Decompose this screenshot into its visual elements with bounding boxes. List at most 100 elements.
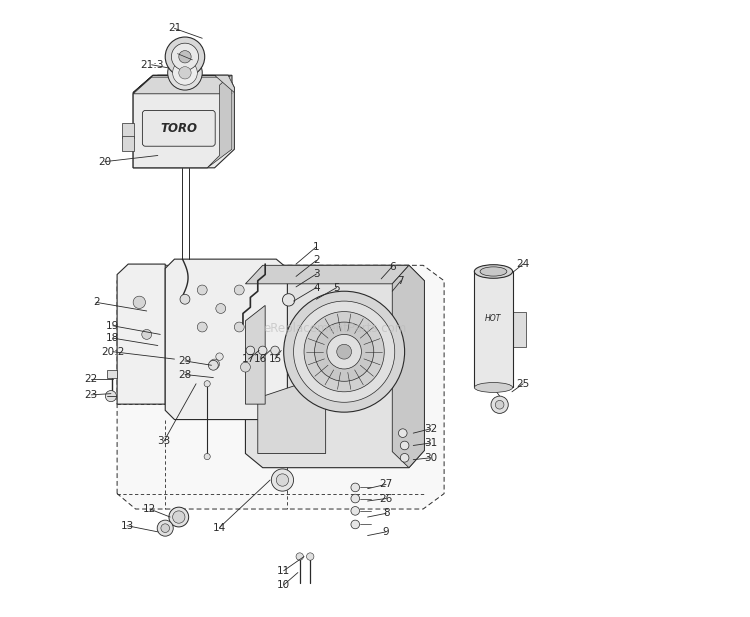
Circle shape bbox=[276, 474, 289, 486]
Circle shape bbox=[142, 329, 152, 339]
Circle shape bbox=[495, 400, 504, 409]
Circle shape bbox=[169, 507, 189, 527]
Polygon shape bbox=[117, 264, 165, 404]
Polygon shape bbox=[165, 259, 287, 420]
Text: 6: 6 bbox=[389, 262, 395, 271]
Circle shape bbox=[351, 494, 359, 503]
Circle shape bbox=[271, 346, 279, 355]
Circle shape bbox=[400, 453, 409, 462]
Circle shape bbox=[259, 346, 267, 355]
Text: 10: 10 bbox=[277, 580, 290, 590]
Text: 30: 30 bbox=[424, 453, 437, 463]
Text: 2: 2 bbox=[313, 255, 320, 265]
Text: 31: 31 bbox=[424, 438, 437, 448]
Polygon shape bbox=[245, 265, 409, 284]
Bar bbox=[107, 370, 117, 378]
Text: 2: 2 bbox=[93, 297, 100, 307]
Circle shape bbox=[216, 353, 223, 360]
Circle shape bbox=[234, 322, 244, 332]
Circle shape bbox=[204, 381, 210, 387]
Text: 20: 20 bbox=[98, 157, 111, 167]
Ellipse shape bbox=[480, 267, 507, 276]
Text: 19: 19 bbox=[106, 321, 119, 331]
Circle shape bbox=[234, 285, 244, 295]
Ellipse shape bbox=[474, 265, 512, 278]
Circle shape bbox=[400, 441, 409, 450]
Circle shape bbox=[210, 359, 220, 369]
Polygon shape bbox=[117, 265, 444, 509]
Text: 12: 12 bbox=[143, 504, 157, 514]
Circle shape bbox=[216, 304, 226, 313]
Bar bbox=[512, 312, 526, 347]
Circle shape bbox=[296, 553, 304, 560]
Circle shape bbox=[327, 334, 362, 369]
Circle shape bbox=[197, 285, 207, 295]
Circle shape bbox=[204, 453, 210, 460]
Text: 21: 21 bbox=[168, 23, 181, 33]
Circle shape bbox=[165, 37, 205, 77]
Text: 14: 14 bbox=[213, 523, 226, 532]
FancyBboxPatch shape bbox=[142, 110, 215, 146]
Circle shape bbox=[337, 344, 352, 359]
Text: 20:2: 20:2 bbox=[101, 347, 124, 357]
Polygon shape bbox=[245, 305, 266, 404]
Text: 15: 15 bbox=[268, 354, 282, 364]
Circle shape bbox=[178, 67, 191, 79]
Circle shape bbox=[241, 362, 250, 372]
Circle shape bbox=[197, 322, 207, 332]
Text: 5: 5 bbox=[334, 283, 340, 292]
Circle shape bbox=[209, 360, 218, 370]
Text: 7: 7 bbox=[398, 276, 404, 286]
Text: 28: 28 bbox=[178, 370, 191, 379]
Text: 32: 32 bbox=[424, 424, 437, 434]
Circle shape bbox=[314, 322, 374, 381]
Circle shape bbox=[158, 520, 173, 536]
Text: TORO: TORO bbox=[160, 122, 197, 135]
Text: 29: 29 bbox=[178, 356, 191, 366]
Circle shape bbox=[491, 396, 508, 413]
Circle shape bbox=[180, 294, 190, 304]
Text: 4: 4 bbox=[313, 283, 320, 292]
Circle shape bbox=[351, 507, 359, 515]
Polygon shape bbox=[245, 265, 424, 468]
Text: 26: 26 bbox=[380, 494, 393, 503]
Circle shape bbox=[398, 429, 407, 437]
Polygon shape bbox=[392, 265, 424, 468]
Text: HOT: HOT bbox=[485, 314, 502, 323]
Bar bbox=[122, 136, 134, 151]
Text: 27: 27 bbox=[380, 479, 393, 489]
Circle shape bbox=[172, 60, 197, 85]
Circle shape bbox=[105, 391, 116, 402]
Text: 9: 9 bbox=[382, 527, 389, 537]
Ellipse shape bbox=[474, 383, 512, 392]
Circle shape bbox=[134, 296, 146, 308]
Circle shape bbox=[161, 524, 170, 532]
Circle shape bbox=[246, 346, 255, 355]
Circle shape bbox=[272, 469, 293, 491]
Polygon shape bbox=[207, 75, 232, 168]
Text: 33: 33 bbox=[158, 436, 170, 446]
Circle shape bbox=[293, 301, 394, 402]
Circle shape bbox=[351, 483, 359, 492]
Circle shape bbox=[351, 520, 359, 529]
Circle shape bbox=[168, 56, 202, 90]
Text: 11: 11 bbox=[277, 566, 290, 576]
Text: 25: 25 bbox=[517, 379, 530, 389]
Circle shape bbox=[172, 511, 185, 523]
Text: 23: 23 bbox=[85, 390, 98, 400]
Circle shape bbox=[172, 43, 199, 70]
Bar bbox=[122, 123, 134, 138]
Circle shape bbox=[307, 553, 314, 560]
Text: 18: 18 bbox=[106, 333, 119, 343]
Text: eReplacementParts.com: eReplacementParts.com bbox=[263, 321, 407, 335]
Polygon shape bbox=[134, 75, 234, 93]
Text: 22: 22 bbox=[85, 375, 98, 384]
Text: 8: 8 bbox=[382, 508, 389, 518]
Text: 13: 13 bbox=[120, 521, 134, 531]
Polygon shape bbox=[134, 75, 234, 168]
Polygon shape bbox=[134, 77, 232, 94]
Polygon shape bbox=[134, 75, 232, 168]
Circle shape bbox=[283, 294, 295, 306]
Text: 1: 1 bbox=[313, 242, 320, 252]
Text: 24: 24 bbox=[517, 259, 530, 269]
